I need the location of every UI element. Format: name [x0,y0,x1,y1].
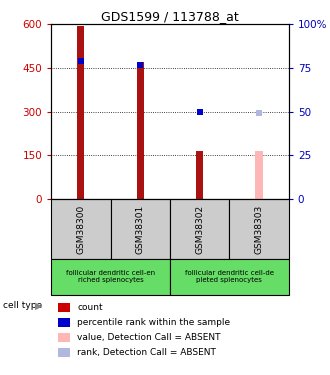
Text: GSM38303: GSM38303 [254,204,264,254]
Text: rank, Detection Call = ABSENT: rank, Detection Call = ABSENT [77,348,216,357]
Text: GSM38302: GSM38302 [195,205,204,254]
Point [197,109,202,115]
Text: value, Detection Call = ABSENT: value, Detection Call = ABSENT [77,333,221,342]
Bar [170,199,229,259]
Text: percentile rank within the sample: percentile rank within the sample [77,318,230,327]
Bar [58,303,70,312]
Bar [229,199,289,259]
Text: follicular dendritic cell-en
riched splenocytes: follicular dendritic cell-en riched sple… [66,270,155,284]
Bar [137,62,144,199]
Text: GSM38301: GSM38301 [136,204,145,254]
Point [138,62,143,68]
Text: count: count [77,303,103,312]
Title: GDS1599 / 113788_at: GDS1599 / 113788_at [101,10,239,23]
Text: follicular dendritic cell-de
pleted splenocytes: follicular dendritic cell-de pleted sple… [185,270,274,284]
Bar [170,259,289,295]
Bar [51,259,170,295]
Point [256,111,262,117]
Bar [58,333,70,342]
Text: cell type: cell type [3,301,43,310]
Bar [196,151,203,199]
Text: ▶: ▶ [35,301,42,310]
Text: GSM38300: GSM38300 [76,204,85,254]
Bar [77,26,84,199]
Point [78,58,83,64]
Bar [255,151,263,199]
Bar [111,199,170,259]
Bar [58,318,70,327]
Bar [58,348,70,357]
Bar [51,199,111,259]
